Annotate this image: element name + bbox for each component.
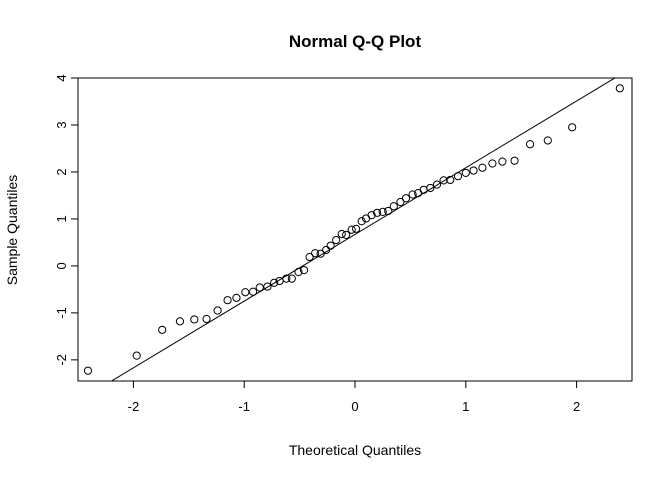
- data-point: [287, 274, 296, 283]
- data-point: [357, 217, 366, 226]
- y-tick-label: 1: [54, 215, 69, 222]
- data-point: [83, 366, 93, 375]
- data-point: [543, 136, 552, 145]
- data-point: [352, 224, 361, 233]
- y-tick-label: 0: [54, 262, 69, 269]
- reference-line: [110, 78, 616, 381]
- data-point: [299, 266, 309, 275]
- y-axis-label: Sample Quantiles: [4, 175, 20, 286]
- data-point: [401, 194, 411, 203]
- data-point: [248, 287, 258, 296]
- data-point: [255, 283, 264, 292]
- data-point: [132, 351, 141, 360]
- data-point: [347, 225, 356, 234]
- x-axis-label: Theoretical Quantiles: [289, 442, 421, 458]
- data-point: [342, 230, 351, 240]
- data-point: [510, 156, 519, 165]
- data-point: [232, 293, 241, 302]
- data-point: [478, 163, 487, 172]
- data-point: [568, 123, 577, 132]
- data-point: [373, 208, 382, 217]
- x-tick-label: 1: [462, 399, 469, 414]
- data-point: [439, 176, 448, 185]
- y-tick-label: -1: [54, 307, 69, 319]
- data-point: [190, 315, 199, 324]
- data-point: [453, 172, 463, 181]
- data-point: [461, 168, 470, 177]
- data-point: [469, 166, 478, 175]
- data-point: [305, 252, 314, 262]
- x-tick-label: -2: [128, 399, 140, 414]
- data-point: [213, 306, 222, 315]
- x-tick-label: -1: [238, 399, 250, 414]
- data-point: [426, 183, 435, 193]
- y-tick-label: 2: [54, 168, 69, 175]
- data-point: [263, 282, 272, 291]
- y-tick-label: 3: [54, 121, 69, 128]
- y-tick-label: 4: [54, 74, 69, 81]
- data-point: [282, 274, 291, 283]
- data-point: [270, 278, 279, 287]
- data-point: [384, 206, 393, 216]
- data-point: [525, 140, 535, 149]
- data-point: [378, 207, 387, 216]
- data-point: [316, 249, 325, 258]
- x-tick-label: 0: [351, 399, 358, 414]
- x-tick-label: 2: [573, 399, 580, 414]
- data-point: [202, 314, 211, 324]
- data-point: [419, 185, 428, 194]
- y-tick-label: -2: [54, 354, 69, 366]
- data-point: [408, 190, 417, 199]
- data-point: [615, 84, 624, 93]
- data-point: [223, 296, 232, 305]
- data-point: [446, 175, 455, 185]
- data-point: [241, 288, 250, 297]
- data-point: [432, 180, 442, 189]
- data-point: [158, 325, 167, 334]
- data-point: [488, 159, 497, 168]
- data-point: [294, 267, 303, 277]
- data-point: [389, 202, 398, 211]
- data-point: [175, 317, 185, 326]
- data-point: [311, 249, 320, 258]
- chart-title: Normal Q-Q Plot: [289, 32, 422, 51]
- data-point: [332, 235, 341, 245]
- data-point: [498, 157, 507, 166]
- data-point: [326, 241, 335, 250]
- data-point: [337, 229, 346, 239]
- data-point: [367, 211, 376, 220]
- data-point: [396, 197, 405, 207]
- data-point: [322, 245, 331, 255]
